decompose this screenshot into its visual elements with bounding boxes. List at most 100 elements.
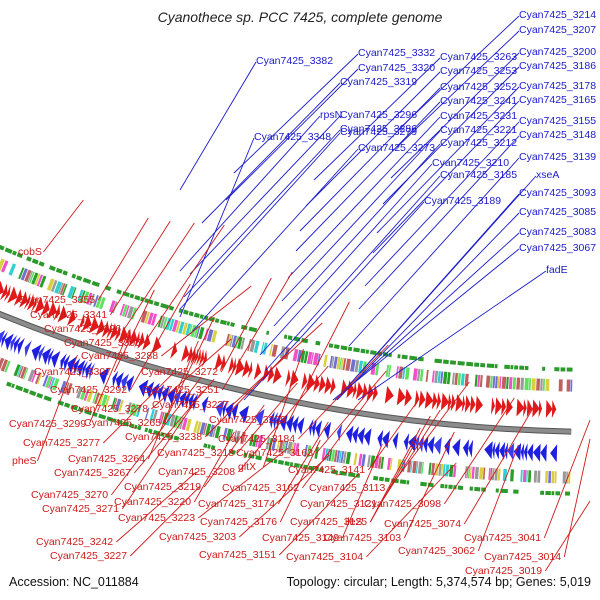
forward-cds-arrow xyxy=(0,330,6,344)
inner-feature-dot xyxy=(401,354,408,360)
forward-feature-block xyxy=(526,470,528,483)
reverse-cds-arrow xyxy=(469,395,476,414)
forward-feature-block xyxy=(252,434,258,447)
reverse-feature-block xyxy=(93,294,99,307)
reverse-cds-arrow xyxy=(181,344,190,362)
reverse-feature-block xyxy=(269,343,274,356)
reverse-feature-block xyxy=(31,272,39,285)
forward-feature-block xyxy=(410,460,413,473)
outer-feature-dot xyxy=(170,434,174,440)
forward-gene-label: Cyan7425_3214 xyxy=(519,9,596,21)
reverse-gene-label: Cyan7425_3174 xyxy=(198,498,275,510)
inner-feature-dot xyxy=(514,365,519,370)
reverse-cds-arrow xyxy=(490,396,495,415)
forward-gene-label: Cyan7425_3185 xyxy=(440,169,517,181)
forward-gene-label: fadE xyxy=(546,264,568,276)
forward-gene-label: Cyan7425_3221 xyxy=(440,124,517,136)
reverse-gene-label: Cyan7425_3074 xyxy=(384,518,461,530)
forward-feature-block xyxy=(79,387,87,401)
reverse-label-connector xyxy=(477,444,519,552)
reverse-gene-label: Cyan7425_3141 xyxy=(288,464,365,476)
forward-feature-block xyxy=(345,451,352,465)
forward-cds-arrow xyxy=(17,337,25,355)
forward-cds-arrow xyxy=(254,408,265,427)
forward-gene-label: Cyan7425_3231 xyxy=(440,110,517,122)
forward-feature-block xyxy=(520,469,523,482)
reverse-feature-block xyxy=(24,269,32,282)
forward-feature-block xyxy=(0,357,5,370)
forward-gene-label: Cyan7425_3067 xyxy=(519,242,596,254)
inner-feature-dot xyxy=(360,348,366,354)
reverse-gene-label: Cyan7425_3104 xyxy=(286,551,363,563)
reverse-feature-block xyxy=(165,317,172,331)
inner-feature-dot xyxy=(365,349,370,354)
forward-feature-block xyxy=(421,461,424,474)
forward-cds-arrow xyxy=(520,442,525,461)
forward-cds-arrow xyxy=(363,428,372,446)
reverse-feature-block xyxy=(446,372,451,385)
reverse-feature-block xyxy=(178,321,185,334)
forward-feature-block xyxy=(265,437,271,450)
reverse-label-connector xyxy=(147,340,199,460)
reverse-cds-arrow xyxy=(396,387,406,406)
reverse-label-connector xyxy=(143,224,225,344)
forward-cds-arrow xyxy=(323,421,332,440)
reverse-feature-block xyxy=(566,379,571,392)
outer-feature-dot xyxy=(84,409,93,416)
forward-feature-block xyxy=(86,389,94,403)
reverse-cds-arrow xyxy=(201,349,207,368)
outer-feature-dot xyxy=(91,411,98,418)
forward-label-connector xyxy=(299,87,441,232)
reverse-gene-label: Cyan7425_3355 xyxy=(18,294,95,306)
forward-cds-arrow xyxy=(403,433,410,452)
reverse-feature-block xyxy=(431,370,435,383)
forward-feature-block xyxy=(453,465,457,478)
forward-feature-block xyxy=(528,470,532,483)
inner-feature-dot xyxy=(480,362,486,368)
forward-gene-label: Cyan7425_3210 xyxy=(432,157,509,169)
reverse-label-connector xyxy=(221,271,293,391)
forward-label-connector xyxy=(340,193,520,395)
forward-feature-block xyxy=(104,395,111,408)
reverse-gene-label: Cyan7425_3341 xyxy=(30,309,107,321)
reverse-feature-block xyxy=(159,316,166,329)
forward-cds-arrow xyxy=(273,411,279,430)
forward-feature-block xyxy=(361,454,366,467)
reverse-cds-arrow xyxy=(306,373,316,391)
inner-feature-dot xyxy=(560,367,566,372)
forward-gene-label: Cyan7425_3186 xyxy=(519,60,596,72)
reverse-feature-block xyxy=(404,367,410,380)
reverse-cds-arrow xyxy=(464,394,471,413)
forward-feature-block xyxy=(13,364,21,377)
reverse-feature-block xyxy=(119,303,126,316)
forward-feature-block xyxy=(551,471,555,484)
forward-cds-arrow xyxy=(507,442,515,461)
reverse-feature-block xyxy=(485,375,491,388)
reverse-label-connector xyxy=(341,443,383,539)
reverse-feature-block xyxy=(162,316,168,329)
reverse-feature-block xyxy=(18,267,25,280)
reverse-cds-arrow xyxy=(329,377,336,396)
reverse-gene-label: ileS xyxy=(345,516,363,528)
reverse-cds-arrow xyxy=(455,394,464,412)
reverse-feature-block xyxy=(171,319,179,333)
reverse-feature-block xyxy=(231,335,238,348)
reverse-feature-block xyxy=(464,373,469,387)
reverse-gene-label: Cyan7425_3151 xyxy=(199,549,276,561)
forward-feature-block xyxy=(331,449,336,462)
inner-feature-dot xyxy=(566,367,573,372)
inner-feature-dot xyxy=(4,247,13,254)
reverse-feature-block xyxy=(144,311,150,324)
reverse-feature-block xyxy=(402,366,406,380)
reverse-label-connector xyxy=(203,404,265,488)
reverse-feature-block xyxy=(124,305,130,318)
reverse-cds-arrow xyxy=(384,385,394,404)
outer-feature-dot xyxy=(427,482,434,488)
reverse-feature-block xyxy=(508,377,513,390)
reverse-feature-block xyxy=(50,279,58,292)
reverse-label-connector xyxy=(563,438,591,558)
reverse-feature-block xyxy=(61,283,68,296)
reverse-cds-arrow xyxy=(95,318,105,336)
reverse-feature-block xyxy=(0,258,5,272)
reverse-feature-block xyxy=(350,359,356,372)
